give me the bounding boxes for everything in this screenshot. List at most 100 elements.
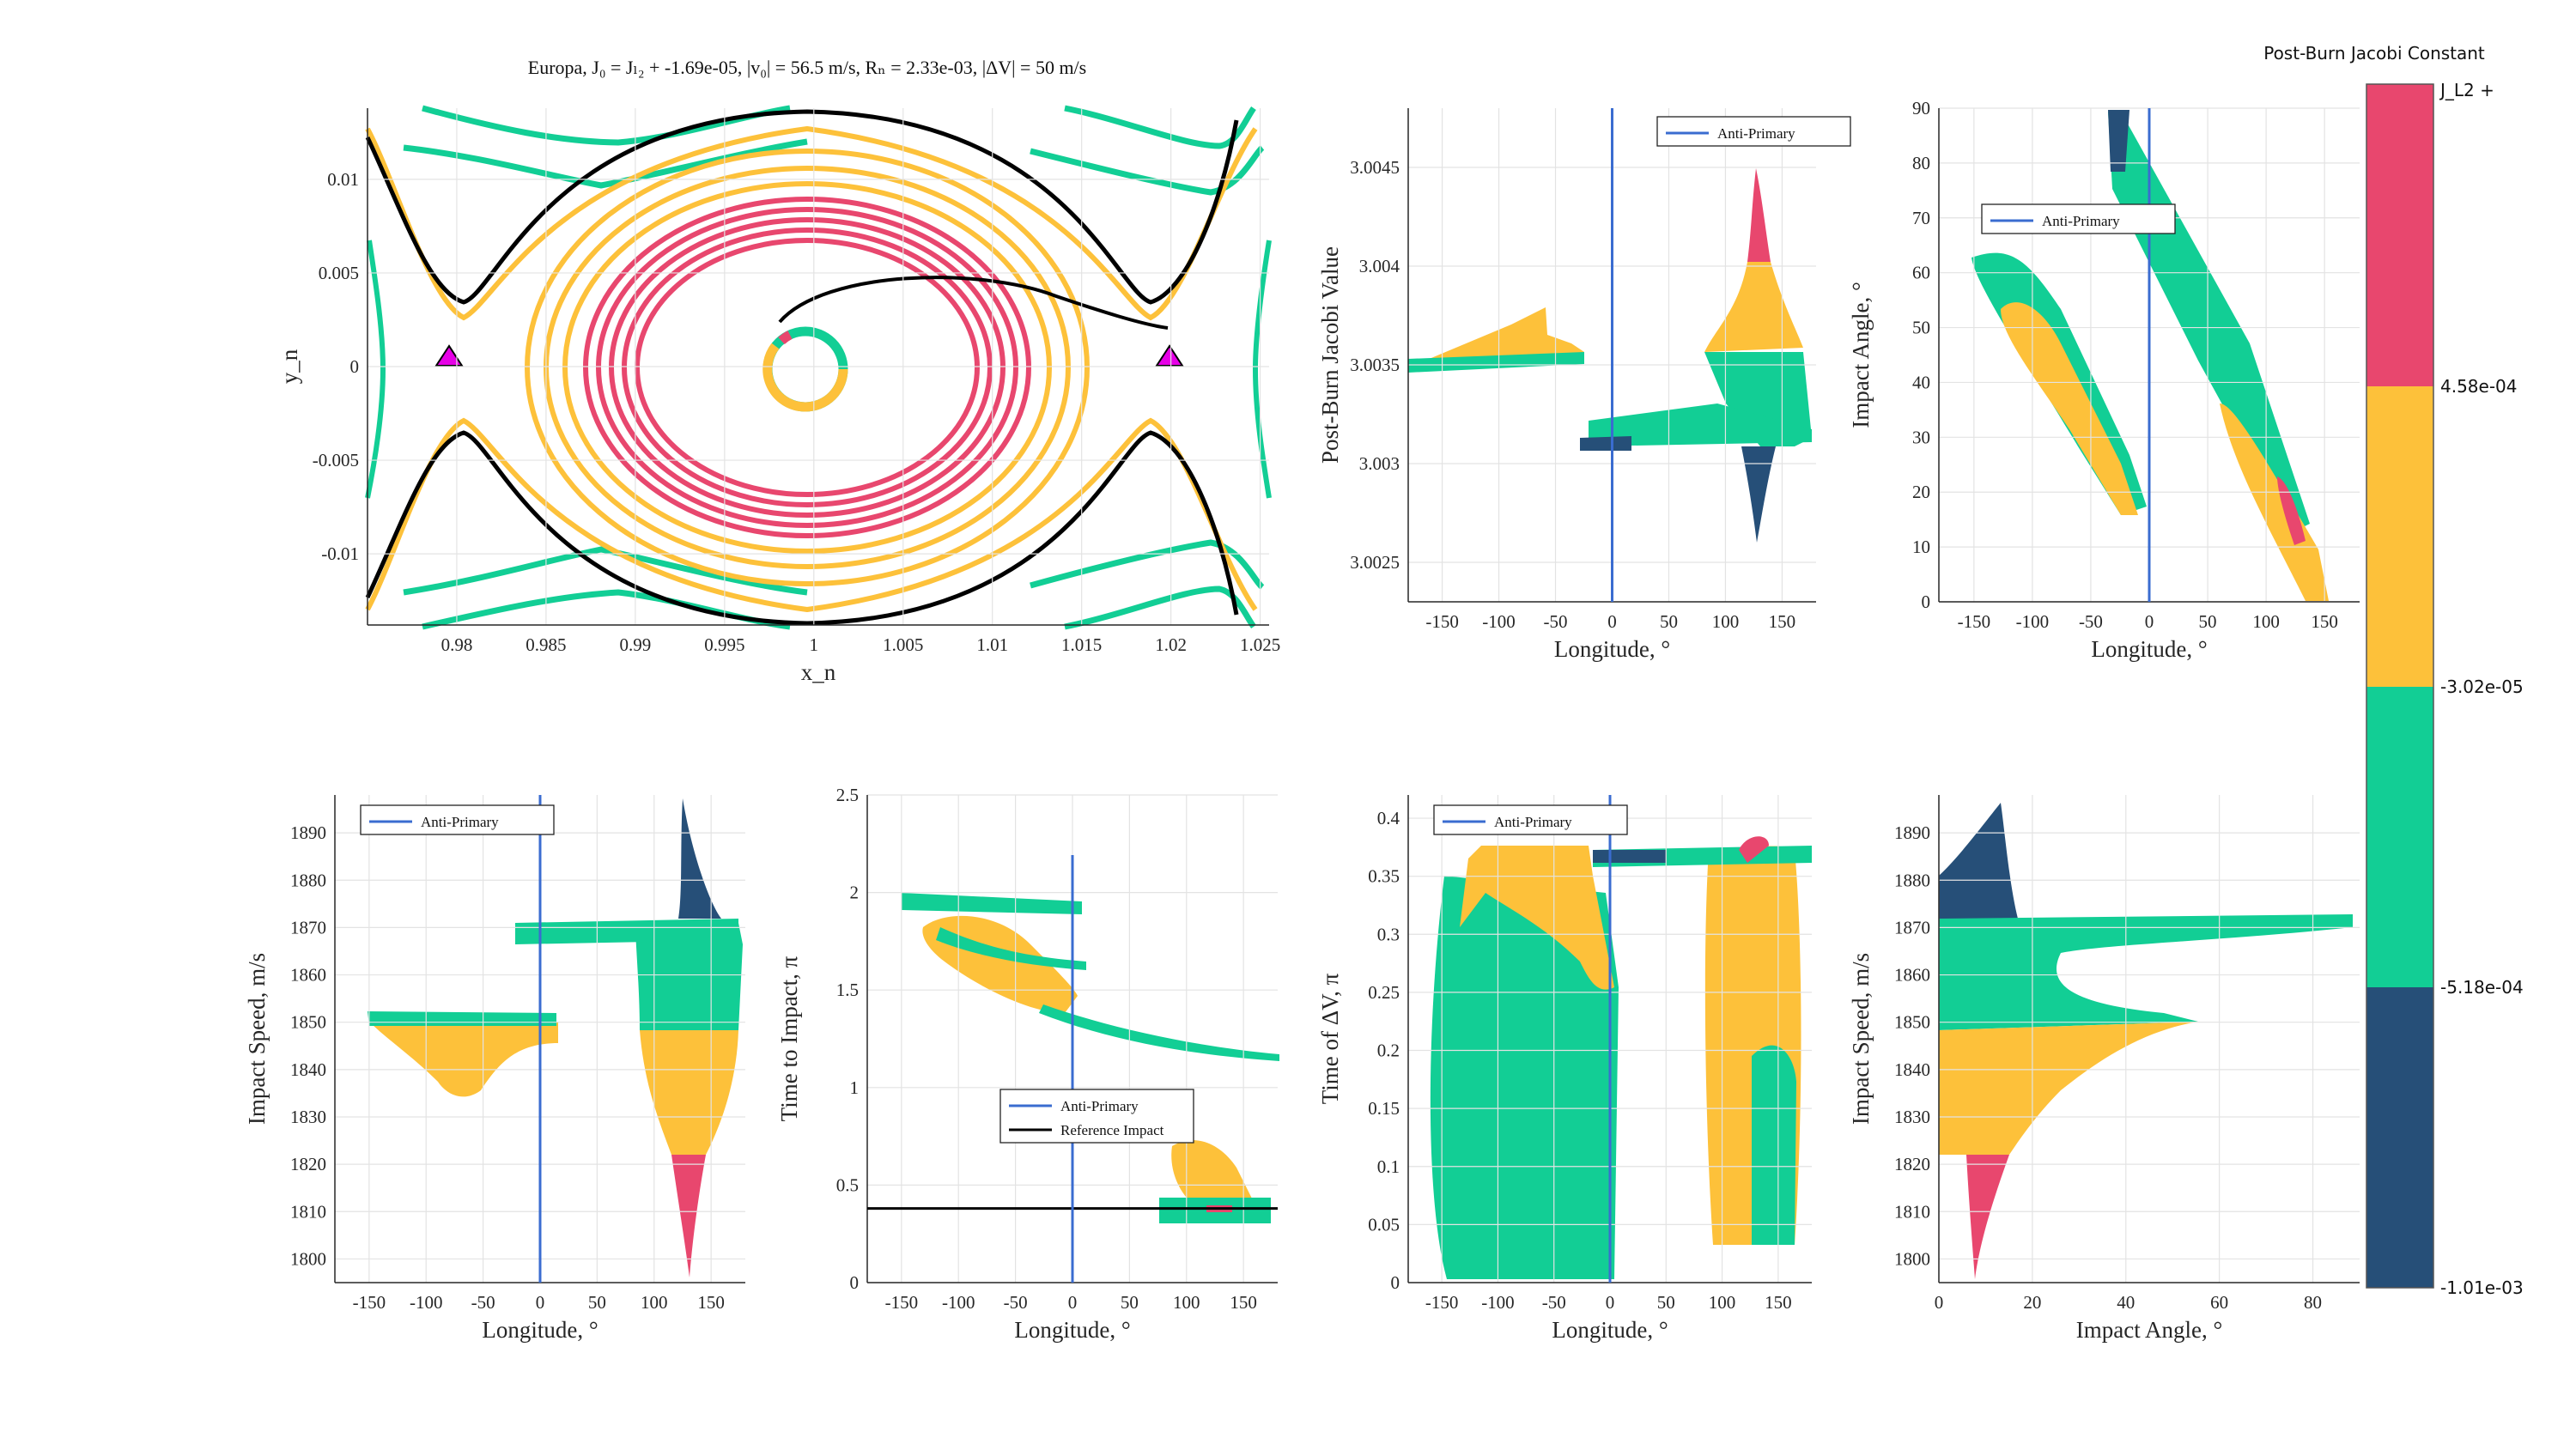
x-tick-label: -100 — [410, 1292, 443, 1313]
y-tick-label: 0.5 — [836, 1174, 859, 1195]
y-axis-label: Time of ΔV, π — [1317, 973, 1343, 1104]
x-tick-label: -50 — [1004, 1292, 1028, 1313]
region-green — [368, 1011, 556, 1026]
x-tick-label: 1.01 — [976, 634, 1008, 655]
axes-p7: 0 20 40 60 80 1800 1810 1820 1830 1840 1850 1860 187… — [1848, 795, 2360, 1343]
x-tick-label: 1 — [810, 634, 819, 655]
axes-p1: 0.98 0.985 0.99 0.995 1 1.005 1.01 1.015 1.02 1.0… — [276, 108, 1280, 685]
y-tick-label: -0.005 — [313, 450, 359, 470]
x-tick-label: 1.025 — [1240, 634, 1280, 655]
y-tick-label: 3.003 — [1359, 453, 1400, 474]
y-axis-label: Time to Impact, π — [776, 956, 802, 1121]
x-tick-label: 80 — [2304, 1292, 2322, 1313]
x-tick-label: 100 — [1712, 611, 1740, 632]
y-tick-label: 1850 — [1894, 1012, 1930, 1033]
region-green — [902, 893, 1082, 914]
y-tick-label: 1800 — [1894, 1248, 1930, 1269]
x-tick-label: -150 — [1425, 1292, 1459, 1313]
y-tick-label: 1840 — [1894, 1059, 1930, 1080]
region-green — [1430, 876, 1619, 1279]
zero-velocity-curve — [365, 109, 1239, 305]
x-axis-label: x_n — [801, 659, 836, 685]
region-yellow — [1171, 1140, 1254, 1210]
colorbar-band-yellow — [2366, 386, 2433, 687]
contour-green — [422, 105, 791, 146]
y-tick-label: 2.5 — [836, 785, 859, 805]
colorbar-tick-label: J_L2 + — [2439, 80, 2494, 100]
y-tick-label: 50 — [1912, 318, 1930, 338]
contour-yellow — [562, 181, 1052, 554]
contour-green — [403, 138, 808, 189]
y-tick-label: 0.35 — [1368, 866, 1400, 887]
legend-box — [1433, 804, 1628, 835]
region-green — [1589, 403, 1812, 446]
panel-trajectory-map — [365, 105, 1272, 630]
y-tick-label: 1830 — [1894, 1107, 1930, 1127]
x-tick-label: 20 — [2023, 1292, 2041, 1313]
x-tick-label: -150 — [1425, 611, 1459, 632]
x-tick-label: -100 — [1482, 611, 1516, 632]
colorbar: Post-Burn Jacobi Constant J_L2 + 4.58e-0… — [2263, 43, 2524, 1298]
x-tick-label: 50 — [1657, 1292, 1675, 1313]
panel-speed-vs-angle-marks — [1939, 803, 2353, 1279]
colorbar-tick-label: 4.58e-04 — [2440, 376, 2518, 397]
x-tick-label: 60 — [2210, 1292, 2228, 1313]
y-tick-label: 1810 — [1894, 1201, 1930, 1222]
y-tick-label: 1810 — [290, 1201, 326, 1222]
y-tick-label: 1 — [850, 1077, 860, 1098]
region-yellow — [2001, 302, 2138, 515]
y-tick-label: 0.005 — [319, 263, 359, 283]
colorbar-frame — [2366, 83, 2434, 1289]
x-tick-label: 0.98 — [441, 634, 473, 655]
zero-velocity-curve — [365, 430, 1239, 626]
region-green — [1939, 914, 2353, 1030]
x-tick-label: -50 — [471, 1292, 495, 1313]
y-tick-label: 70 — [1912, 208, 1930, 228]
contour-green — [1030, 145, 1265, 196]
panel-impact-speed-marks — [368, 798, 743, 1277]
x-tick-label: -150 — [1958, 611, 1991, 632]
region-navy — [1939, 803, 2018, 919]
colorbar-tick-label: -1.01e-03 — [2440, 1277, 2524, 1298]
axes-p4: -150 -100 -50 0 50 100 150 1800 1810 1820 1830 1840… — [244, 795, 745, 1343]
y-tick-label: 1870 — [290, 917, 326, 937]
y-tick-label: 1890 — [290, 822, 326, 843]
x-tick-label: 0 — [1935, 1292, 1944, 1313]
y-tick-label: 1870 — [1894, 917, 1930, 937]
axes-p6: -150 -100 -50 0 50 100 150 0 0.05 0.1 0.15 0.2 0.25 0… — [1317, 795, 1812, 1343]
region-navy — [1741, 446, 1776, 543]
region-yellow — [1704, 262, 1803, 352]
y-tick-label: 1820 — [1894, 1154, 1930, 1174]
y-tick-label: 1880 — [1894, 870, 1930, 890]
y-tick-label: 30 — [1912, 427, 1930, 447]
y-tick-label: 0 — [1391, 1272, 1400, 1293]
region-pink — [671, 1155, 706, 1277]
y-tick-label: 0 — [1922, 592, 1931, 612]
y-tick-label: 1860 — [1894, 965, 1930, 986]
region-green — [515, 919, 738, 944]
l2-marker — [1155, 344, 1184, 367]
contour-yellow — [365, 125, 1258, 321]
x-tick-label: 1.02 — [1155, 634, 1187, 655]
contour-pink — [635, 238, 980, 497]
x-tick-label: -50 — [1544, 611, 1568, 632]
region-yellow — [1417, 307, 1584, 364]
x-tick-label: 100 — [1709, 1292, 1736, 1313]
y-tick-label: 0.2 — [1377, 1041, 1400, 1061]
x-axis-label: Longitude, ° — [2091, 636, 2207, 662]
legend-label: Anti-Primary — [1060, 1098, 1139, 1114]
region-yellow — [640, 1030, 738, 1155]
colorbar-tick-label: -3.02e-05 — [2440, 677, 2524, 697]
colorbar-title: Post-Burn Jacobi Constant — [2263, 43, 2485, 64]
x-tick-label: -150 — [353, 1292, 386, 1313]
y-axis-label: Impact Speed, m/s — [244, 953, 270, 1125]
x-tick-label: 150 — [1765, 1292, 1792, 1313]
x-tick-label: 0 — [2145, 611, 2154, 632]
contour-green — [1064, 586, 1256, 630]
x-tick-label: 50 — [2199, 611, 2217, 632]
panel-time-of-dv-marks — [1430, 836, 1812, 1279]
x-tick-label: 50 — [1121, 1292, 1139, 1313]
y-tick-label: 3.004 — [1359, 256, 1400, 276]
contour-pink — [583, 197, 1031, 538]
region-green — [2108, 112, 2310, 532]
